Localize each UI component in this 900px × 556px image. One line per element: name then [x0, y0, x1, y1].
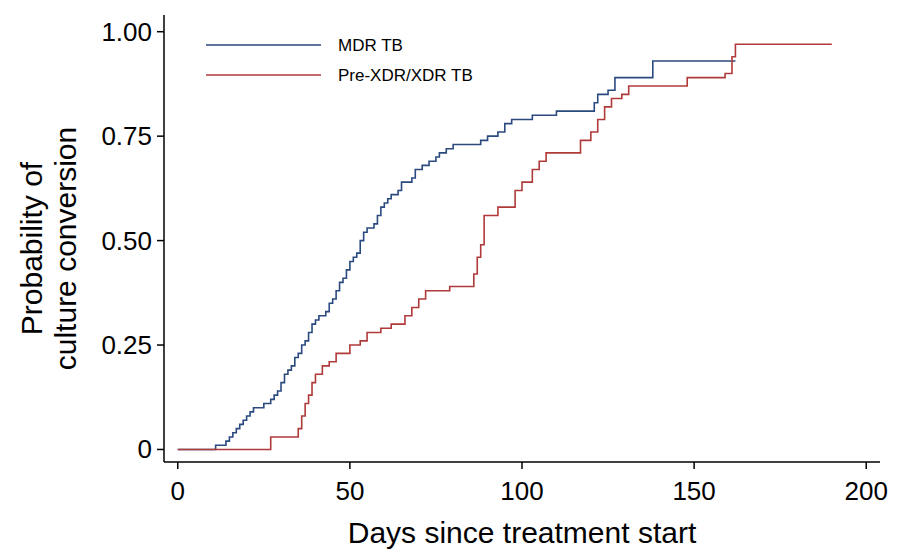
legend-swatch	[206, 44, 321, 46]
y-tick	[157, 135, 164, 137]
y-tick	[157, 240, 164, 242]
legend-label: MDR TB	[338, 36, 403, 55]
x-tick-label: 0	[171, 476, 185, 506]
x-tick	[693, 462, 695, 469]
plot-area	[178, 44, 832, 449]
x-tick	[521, 462, 523, 469]
x-tick-label: 100	[500, 476, 543, 506]
x-tick-label: 50	[335, 476, 364, 506]
y-axis-label: Probability of	[15, 161, 48, 335]
y-axis	[163, 15, 165, 462]
y-tick	[157, 344, 164, 346]
legend-label: Pre-XDR/XDR TB	[338, 66, 473, 85]
y-tick-label: 1.00	[101, 17, 152, 47]
x-tick	[349, 462, 351, 469]
x-tick-label: 200	[845, 476, 888, 506]
x-axis-label: Days since treatment start	[348, 516, 697, 549]
x-tick	[865, 462, 867, 469]
y-tick-label: 0.75	[101, 121, 152, 151]
y-tick-label: 0.25	[101, 330, 152, 360]
y-tick	[157, 31, 164, 33]
y-tick	[157, 449, 164, 451]
y-axis-label: culture conversion	[49, 127, 82, 370]
y-tick-label: 0.50	[101, 226, 152, 256]
legend-swatch	[206, 74, 321, 76]
chart: 0 50 100 150 200 0 0.25 0.50 0.75 1.00 Days since …	[0, 0, 900, 556]
x-tick-label: 150	[672, 476, 715, 506]
x-tick	[177, 462, 179, 469]
series-line	[178, 61, 736, 450]
series-line	[178, 44, 832, 449]
y-tick-label: 0	[138, 434, 152, 464]
